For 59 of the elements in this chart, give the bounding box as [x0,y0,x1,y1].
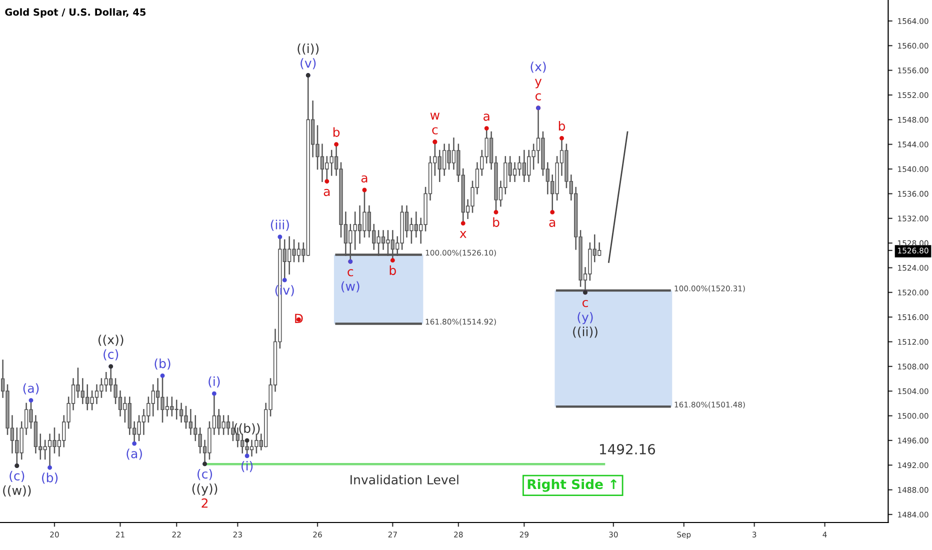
data-label: c [582,300,588,308]
point [28,398,34,403]
annotation: Right Side ↑ [528,478,617,492]
data-label: a [361,175,368,183]
data-label: (a) [23,383,39,394]
data-label: (c) [104,349,118,360]
data-label: b [333,127,340,137]
point [362,188,367,192]
data-label: (iii) [270,220,289,231]
point [212,391,216,396]
point [560,136,564,140]
point [324,179,330,184]
annotation: 2 [202,498,208,508]
point [390,258,395,263]
point [132,441,137,446]
data-label: ((b)) [234,423,260,434]
point [494,210,498,214]
point [334,142,339,147]
data-label: c [432,127,438,134]
data-label: b [493,217,500,227]
data-label: ((y)) [192,484,218,496]
data-label: (y) [578,312,593,324]
data-label: (a) [126,448,142,460]
point [244,438,250,443]
data-label: (i) [208,376,220,388]
data-label: (c) [198,468,212,480]
data-label: (b) [42,472,58,484]
point [282,278,287,282]
data-label: (x) [530,62,546,73]
point [244,454,250,458]
data-label: (w) [341,281,360,292]
data-label: (v) [300,58,316,70]
series-label: 1492.16 [600,444,656,455]
data-label: ((x)) [98,334,124,346]
line-series [608,131,628,263]
annotation: Invalidation Level [350,474,458,484]
point [460,221,466,226]
point [550,210,555,214]
data-label: b [390,265,396,276]
data-label: b [558,121,566,131]
data-label: ((i)) [298,44,319,55]
data-label: a [324,188,330,196]
data-label: ((w)) [3,485,31,497]
data-label: a [549,220,556,227]
point [160,373,165,378]
data-label: c [348,269,354,276]
text: Gold Spot / U.S. Dollar, 45 [5,8,146,18]
data-label: x [460,231,466,238]
data-label: w [430,112,440,120]
point [48,465,52,470]
point [278,234,282,240]
data-label: ((ii)) [573,326,598,338]
data-label: y [534,78,542,88]
data-label: (b) [154,358,170,370]
data-label: c [536,93,541,100]
point [484,126,489,131]
data-label: a [484,114,490,121]
data-label: (c) [10,470,24,482]
data-label: D [295,314,303,323]
